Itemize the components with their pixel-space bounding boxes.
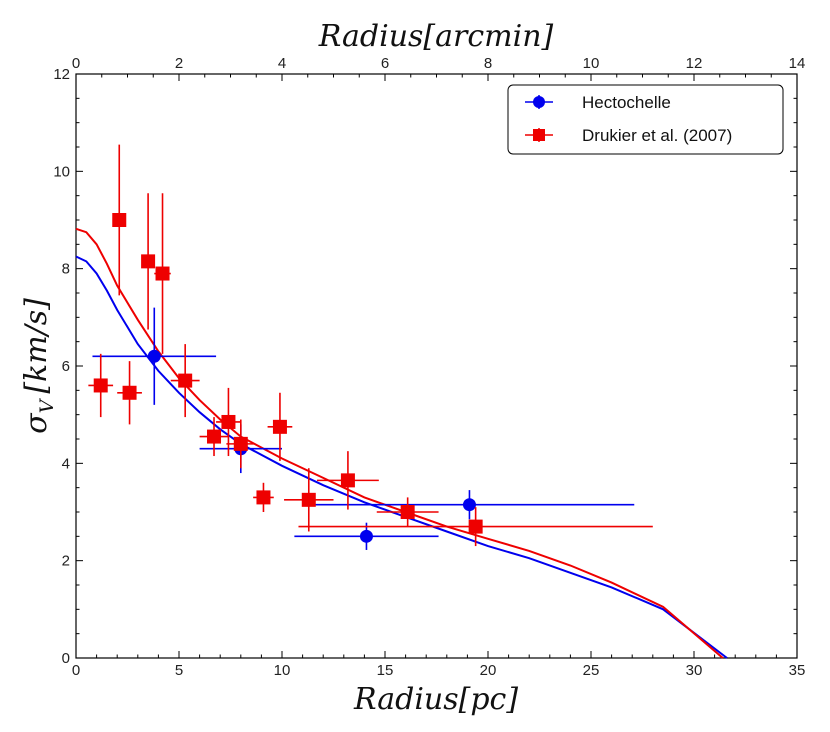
ticks-layer: 0 5 10 15 20 25 30 35 0 2 4 6 8 10 12 14 0 2 4 6 8 10 12 xyxy=(53,55,805,679)
top-tick-label-2: 2 xyxy=(175,55,183,72)
top-axis-title: Radius[arcmin] xyxy=(318,19,554,54)
drukier-marker-14 xyxy=(468,519,483,534)
y-axis-units: [km/s] xyxy=(19,298,54,394)
drukier-point-9 xyxy=(253,482,274,512)
top-tick-label-4: 4 xyxy=(278,55,286,72)
model-curves xyxy=(75,227,728,659)
drukier-marker-3 xyxy=(141,254,156,269)
y-axis-subscript: V xyxy=(36,397,58,413)
legend-label-drukier: Drukier et al. (2007) xyxy=(582,126,732,145)
x-tick-label-30: 30 xyxy=(686,662,703,679)
x-tick-label-0: 0 xyxy=(72,662,80,679)
y-tick-label-6: 6 xyxy=(62,358,70,375)
y-tick-label-8: 8 xyxy=(62,261,70,278)
hectochelle-marker-3 xyxy=(462,498,476,512)
drukier-marker-11 xyxy=(301,492,316,507)
drukier-point-10 xyxy=(267,392,293,461)
drukier-point-6 xyxy=(199,417,229,457)
legend-label-hectochelle: Hectochelle xyxy=(582,93,671,112)
drukier-marker-7 xyxy=(221,414,236,429)
drukier-marker-8 xyxy=(233,436,248,451)
drukier-point-5 xyxy=(170,344,200,418)
drukier-point-1 xyxy=(112,144,127,296)
drukier-marker-1 xyxy=(112,213,127,227)
top-tick-label-10: 10 xyxy=(583,55,600,72)
data-points xyxy=(88,144,653,550)
red-model-curve xyxy=(75,227,724,659)
top-tick-label-0: 0 xyxy=(72,55,80,72)
top-tick-label-14: 14 xyxy=(789,55,806,72)
hectochelle-marker-0 xyxy=(147,349,161,363)
y-axis-title: σV [km/s] xyxy=(19,298,58,434)
drukier-point-12 xyxy=(317,451,379,510)
x-tick-label-5: 5 xyxy=(175,662,183,679)
drukier-marker-6 xyxy=(207,429,222,444)
drukier-point-14 xyxy=(298,507,653,547)
drukier-point-11 xyxy=(284,468,334,532)
x-tick-label-10: 10 xyxy=(274,662,291,679)
top-tick-label-12: 12 xyxy=(686,55,703,72)
y-tick-label-10: 10 xyxy=(53,163,70,180)
drukier-point-2 xyxy=(117,361,142,425)
x-tick-label-25: 25 xyxy=(583,662,600,679)
drukier-point-0 xyxy=(88,353,114,418)
drukier-marker-0 xyxy=(93,378,108,393)
drukier-marker-12 xyxy=(340,473,355,488)
y-tick-label-2: 2 xyxy=(62,553,70,570)
y-tick-label-4: 4 xyxy=(62,455,70,472)
y-tick-label-0: 0 xyxy=(62,650,70,667)
drukier-marker-10 xyxy=(272,419,287,434)
top-tick-label-6: 6 xyxy=(381,55,389,72)
y-tick-label-12: 12 xyxy=(53,66,70,83)
legend-marker-drukier xyxy=(533,129,545,141)
drukier-marker-2 xyxy=(122,385,137,400)
top-tick-label-8: 8 xyxy=(484,55,492,72)
legend-box xyxy=(507,84,784,155)
hectochelle-marker-2 xyxy=(359,529,373,543)
hectochelle-point-3 xyxy=(304,490,635,520)
drukier-marker-13 xyxy=(400,505,415,519)
drukier-marker-5 xyxy=(178,373,193,388)
drukier-marker-9 xyxy=(256,490,271,505)
drukier-point-3 xyxy=(141,193,156,330)
plot-area xyxy=(75,73,798,659)
drukier-point-4 xyxy=(154,193,171,354)
legend-marker-hectochelle xyxy=(533,96,545,108)
drukier-point-8 xyxy=(226,419,256,469)
x-axis-title: Radius[pc] xyxy=(353,682,518,717)
hectochelle-point-0 xyxy=(92,307,217,405)
x-tick-label-20: 20 xyxy=(480,662,497,679)
svg-text:σV[km/s]: σV [km/s] xyxy=(19,298,58,434)
y-axis-symbol: σ xyxy=(19,412,54,434)
drukier-point-7 xyxy=(216,387,241,457)
drukier-point-13 xyxy=(376,497,439,527)
drukier-marker-4 xyxy=(155,266,170,281)
x-tick-label-35: 35 xyxy=(789,662,806,679)
blue-model-curve xyxy=(75,255,728,659)
legend: Hectochelle Drukier et al. (2007) xyxy=(507,84,784,155)
x-tick-label-15: 15 xyxy=(377,662,394,679)
